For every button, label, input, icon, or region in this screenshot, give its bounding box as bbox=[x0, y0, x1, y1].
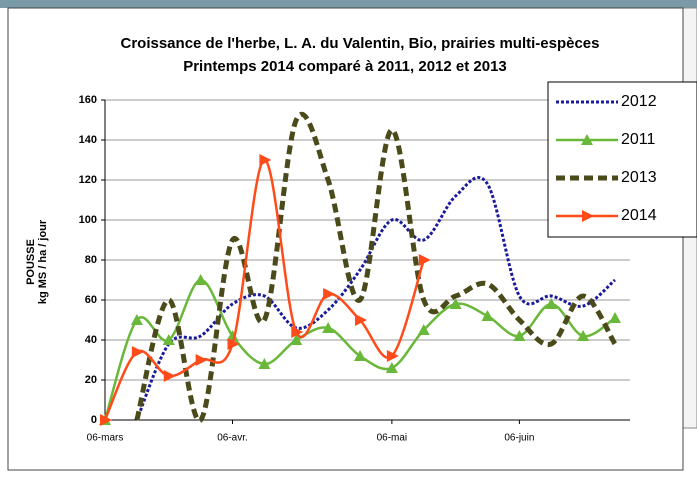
marker bbox=[194, 274, 207, 285]
marker bbox=[130, 314, 143, 325]
legend: 2012 2011 2013 2014 bbox=[547, 81, 697, 238]
y-tick-label: 120 bbox=[79, 174, 97, 186]
marker bbox=[481, 310, 494, 321]
y-tick-label: 80 bbox=[85, 254, 97, 266]
series-line bbox=[135, 176, 616, 421]
marker bbox=[354, 350, 366, 361]
marker bbox=[258, 358, 271, 369]
marker bbox=[418, 254, 431, 266]
marker bbox=[385, 362, 398, 373]
series-line bbox=[134, 111, 618, 423]
marker bbox=[162, 334, 175, 345]
marker bbox=[290, 334, 303, 345]
marker bbox=[323, 288, 336, 300]
marker bbox=[417, 324, 430, 335]
x-tick-label: 06-mai bbox=[377, 433, 408, 444]
chart-title: Croissance de l'herbe, L. A. du Valentin… bbox=[121, 35, 600, 52]
marker bbox=[449, 298, 462, 309]
y-tick-label: 0 bbox=[91, 414, 97, 426]
marker bbox=[227, 338, 240, 350]
legend-label: 2012 bbox=[621, 93, 657, 110]
y-tick-label: 40 bbox=[85, 334, 97, 346]
x-tick-label: 06-mars bbox=[87, 433, 124, 444]
marker bbox=[513, 330, 526, 341]
y-tick-label: 140 bbox=[79, 134, 97, 146]
marker bbox=[386, 350, 399, 362]
marker bbox=[259, 154, 272, 166]
marker bbox=[131, 346, 144, 358]
marker bbox=[291, 326, 304, 338]
y-axis-label: kg MS / ha / jour bbox=[37, 219, 49, 304]
series-line bbox=[103, 278, 616, 421]
x-tick-label: 06-avr. bbox=[217, 433, 248, 444]
y-tick-label: 60 bbox=[85, 294, 97, 306]
marker bbox=[226, 330, 239, 341]
legend-label: 2011 bbox=[621, 131, 656, 148]
chart-subtitle: Printemps 2014 comparé à 2011, 2012 et 2… bbox=[183, 58, 507, 75]
marker bbox=[577, 330, 590, 341]
legend-box bbox=[547, 81, 697, 238]
marker bbox=[581, 134, 593, 145]
photo-strip bbox=[0, 0, 697, 8]
marker bbox=[609, 312, 621, 323]
marker bbox=[195, 354, 208, 366]
y-tick-label: 20 bbox=[85, 374, 97, 386]
y-axis-label: POUSSE bbox=[25, 239, 37, 285]
y-tick-label: 160 bbox=[79, 94, 97, 106]
marker bbox=[322, 322, 335, 333]
marker bbox=[355, 314, 367, 326]
legend-label: 2014 bbox=[621, 207, 657, 224]
marker bbox=[100, 414, 112, 426]
legend-label: 2013 bbox=[621, 169, 657, 186]
y-tick-label: 100 bbox=[79, 214, 97, 226]
x-tick-label: 06-juin bbox=[504, 433, 534, 444]
marker bbox=[163, 370, 176, 382]
marker bbox=[545, 298, 558, 309]
marker bbox=[582, 210, 594, 222]
